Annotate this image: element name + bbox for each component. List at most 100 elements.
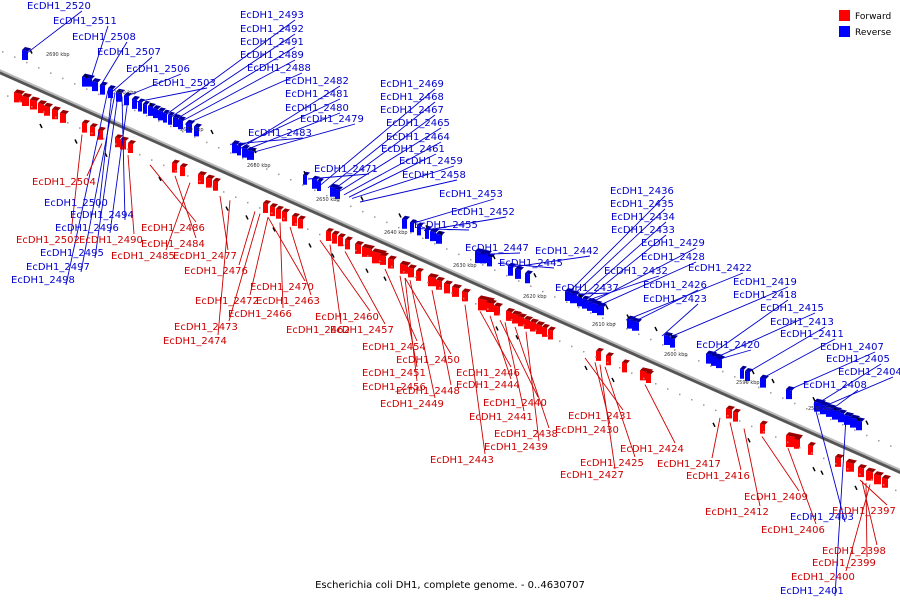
reverse-gene-label[interactable]: EcDH1_2429: [641, 238, 705, 249]
reverse-gene-label[interactable]: EcDH1_2498: [11, 275, 75, 286]
forward-gene-label[interactable]: EcDH1_2425: [580, 458, 644, 469]
reverse-gene-label[interactable]: EcDH1_2413: [770, 317, 834, 328]
reverse-gene-label[interactable]: EcDH1_2488: [247, 63, 311, 74]
forward-gene-label[interactable]: EcDH1_2456: [362, 382, 426, 393]
forward-gene-label[interactable]: EcDH1_2457: [330, 325, 394, 336]
forward-gene-label[interactable]: EcDH1_2400: [791, 572, 855, 583]
forward-gene-label[interactable]: EcDH1_2476: [184, 266, 248, 277]
forward-gene-label[interactable]: EcDH1_2444: [456, 380, 520, 391]
reverse-gene-label[interactable]: EcDH1_2423: [643, 294, 707, 305]
forward-gene-label[interactable]: EcDH1_2474: [163, 336, 227, 347]
forward-gene-label[interactable]: EcDH1_2438: [494, 429, 558, 440]
reverse-gene-label[interactable]: EcDH1_2500: [44, 198, 108, 209]
reverse-gene-label[interactable]: EcDH1_2511: [53, 16, 117, 27]
forward-gene-label[interactable]: EcDH1_2473: [174, 322, 238, 333]
forward-gene-label[interactable]: EcDH1_2427: [560, 470, 624, 481]
reverse-gene-label[interactable]: EcDH1_2419: [733, 277, 797, 288]
reverse-gene-label[interactable]: EcDH1_2434: [611, 212, 675, 223]
forward-gene-label[interactable]: EcDH1_2449: [380, 399, 444, 410]
reverse-gene-label[interactable]: EcDH1_2403: [790, 512, 854, 523]
reverse-gene-label[interactable]: EcDH1_2483: [248, 128, 312, 139]
forward-gene-label[interactable]: EcDH1_2448: [396, 386, 460, 397]
reverse-gene-label[interactable]: EcDH1_2503: [152, 78, 216, 89]
forward-gene-label[interactable]: EcDH1_2440: [483, 398, 547, 409]
reverse-gene-label[interactable]: EcDH1_2418: [733, 290, 797, 301]
reverse-gene-label[interactable]: EcDH1_2432: [604, 266, 668, 277]
forward-gene-label[interactable]: EcDH1_2470: [250, 282, 314, 293]
forward-gene-label[interactable]: EcDH1_2460: [315, 312, 379, 323]
reverse-gene-label[interactable]: EcDH1_2494: [70, 210, 134, 221]
forward-gene-label[interactable]: EcDH1_2485: [111, 251, 175, 262]
forward-gene-label[interactable]: EcDH1_2399: [812, 558, 876, 569]
forward-gene-label[interactable]: EcDH1_2424: [620, 444, 684, 455]
reverse-gene-label[interactable]: EcDH1_2436: [610, 186, 674, 197]
reverse-gene-label[interactable]: EcDH1_2479: [300, 114, 364, 125]
forward-gene-label[interactable]: EcDH1_2472: [195, 296, 259, 307]
forward-gene-label[interactable]: EcDH1_2398: [822, 546, 886, 557]
reverse-gene-label[interactable]: EcDH1_2452: [451, 207, 515, 218]
forward-gene-label[interactable]: EcDH1_2431: [568, 411, 632, 422]
reverse-gene-label[interactable]: EcDH1_2408: [803, 380, 867, 391]
forward-gene-label[interactable]: EcDH1_2484: [141, 239, 205, 250]
reverse-gene-label[interactable]: EcDH1_2520: [27, 1, 91, 12]
forward-gene-label[interactable]: EcDH1_2406: [761, 525, 825, 536]
forward-gene-label[interactable]: EcDH1_2441: [469, 412, 533, 423]
forward-gene-label[interactable]: EcDH1_2477: [173, 251, 237, 262]
reverse-gene-label[interactable]: EcDH1_2407: [820, 342, 884, 353]
forward-gene-label[interactable]: EcDH1_2443: [430, 455, 494, 466]
forward-gene-label[interactable]: EcDH1_2454: [362, 342, 426, 353]
forward-gene-label[interactable]: EcDH1_2504: [32, 177, 96, 188]
reverse-gene-label[interactable]: EcDH1_2482: [285, 76, 349, 87]
reverse-gene-label[interactable]: EcDH1_2495: [40, 248, 104, 259]
reverse-gene-label[interactable]: EcDH1_2506: [126, 64, 190, 75]
reverse-gene-label[interactable]: EcDH1_2507: [97, 47, 161, 58]
reverse-gene-label[interactable]: EcDH1_2465: [386, 118, 450, 129]
reverse-gene-label[interactable]: EcDH1_2489: [240, 50, 304, 61]
reverse-gene-label[interactable]: EcDH1_2405: [826, 354, 890, 365]
forward-gene-label[interactable]: EcDH1_2412: [705, 507, 769, 518]
reverse-gene-label[interactable]: EcDH1_2469: [380, 79, 444, 90]
forward-gene-label[interactable]: EcDH1_2409: [744, 492, 808, 503]
forward-gene-label[interactable]: EcDH1_2397: [832, 506, 896, 517]
forward-gene-label[interactable]: EcDH1_2462: [286, 325, 350, 336]
reverse-gene-label[interactable]: EcDH1_2496: [55, 223, 119, 234]
reverse-gene-label[interactable]: EcDH1_2461: [381, 144, 445, 155]
reverse-gene-label[interactable]: EcDH1_2415: [760, 303, 824, 314]
reverse-gene-label[interactable]: EcDH1_2411: [780, 329, 844, 340]
forward-gene-label[interactable]: EcDH1_2439: [484, 442, 548, 453]
reverse-gene-label[interactable]: EcDH1_2401: [780, 586, 844, 597]
reverse-gene-label[interactable]: EcDH1_2459: [399, 156, 463, 167]
forward-gene-label[interactable]: EcDH1_2451: [362, 368, 426, 379]
forward-gene-label[interactable]: EcDH1_2450: [396, 355, 460, 366]
reverse-gene-label[interactable]: EcDH1_2492: [240, 24, 304, 35]
reverse-gene-label[interactable]: EcDH1_2480: [285, 103, 349, 114]
reverse-gene-label[interactable]: EcDH1_2428: [641, 252, 705, 263]
reverse-gene-label[interactable]: EcDH1_2491: [240, 37, 304, 48]
forward-gene-label[interactable]: EcDH1_2446: [456, 368, 520, 379]
reverse-gene-label[interactable]: EcDH1_2445: [499, 258, 563, 269]
forward-gene-label[interactable]: EcDH1_2430: [555, 425, 619, 436]
reverse-gene-label[interactable]: EcDH1_2426: [643, 280, 707, 291]
forward-gene-label[interactable]: EcDH1_2463: [256, 296, 320, 307]
reverse-gene-label[interactable]: EcDH1_2508: [72, 32, 136, 43]
forward-gene-label[interactable]: EcDH1_2502: [16, 235, 80, 246]
reverse-gene-label[interactable]: EcDH1_2422: [688, 263, 752, 274]
reverse-gene-label[interactable]: EcDH1_2453: [439, 189, 503, 200]
forward-gene-label[interactable]: EcDH1_2416: [686, 471, 750, 482]
reverse-gene-label[interactable]: EcDH1_2493: [240, 10, 304, 21]
reverse-gene-label[interactable]: EcDH1_2464: [386, 132, 450, 143]
reverse-gene-label[interactable]: EcDH1_2435: [610, 199, 674, 210]
reverse-gene-label[interactable]: EcDH1_2455: [414, 220, 478, 231]
forward-gene-label[interactable]: EcDH1_2486: [141, 223, 205, 234]
reverse-gene-label[interactable]: EcDH1_2433: [611, 225, 675, 236]
reverse-gene-label[interactable]: EcDH1_2447: [465, 243, 529, 254]
reverse-gene-label[interactable]: EcDH1_2497: [26, 262, 90, 273]
forward-gene-label[interactable]: EcDH1_2490: [79, 235, 143, 246]
reverse-gene-label[interactable]: EcDH1_2442: [535, 246, 599, 257]
reverse-gene-label[interactable]: EcDH1_2458: [402, 170, 466, 181]
forward-gene-label[interactable]: EcDH1_2466: [228, 309, 292, 320]
reverse-gene-label[interactable]: EcDH1_2468: [380, 92, 444, 103]
reverse-gene-label[interactable]: EcDH1_2471: [314, 164, 378, 175]
reverse-gene-label[interactable]: EcDH1_2467: [380, 105, 444, 116]
reverse-gene-label[interactable]: EcDH1_2481: [285, 89, 349, 100]
